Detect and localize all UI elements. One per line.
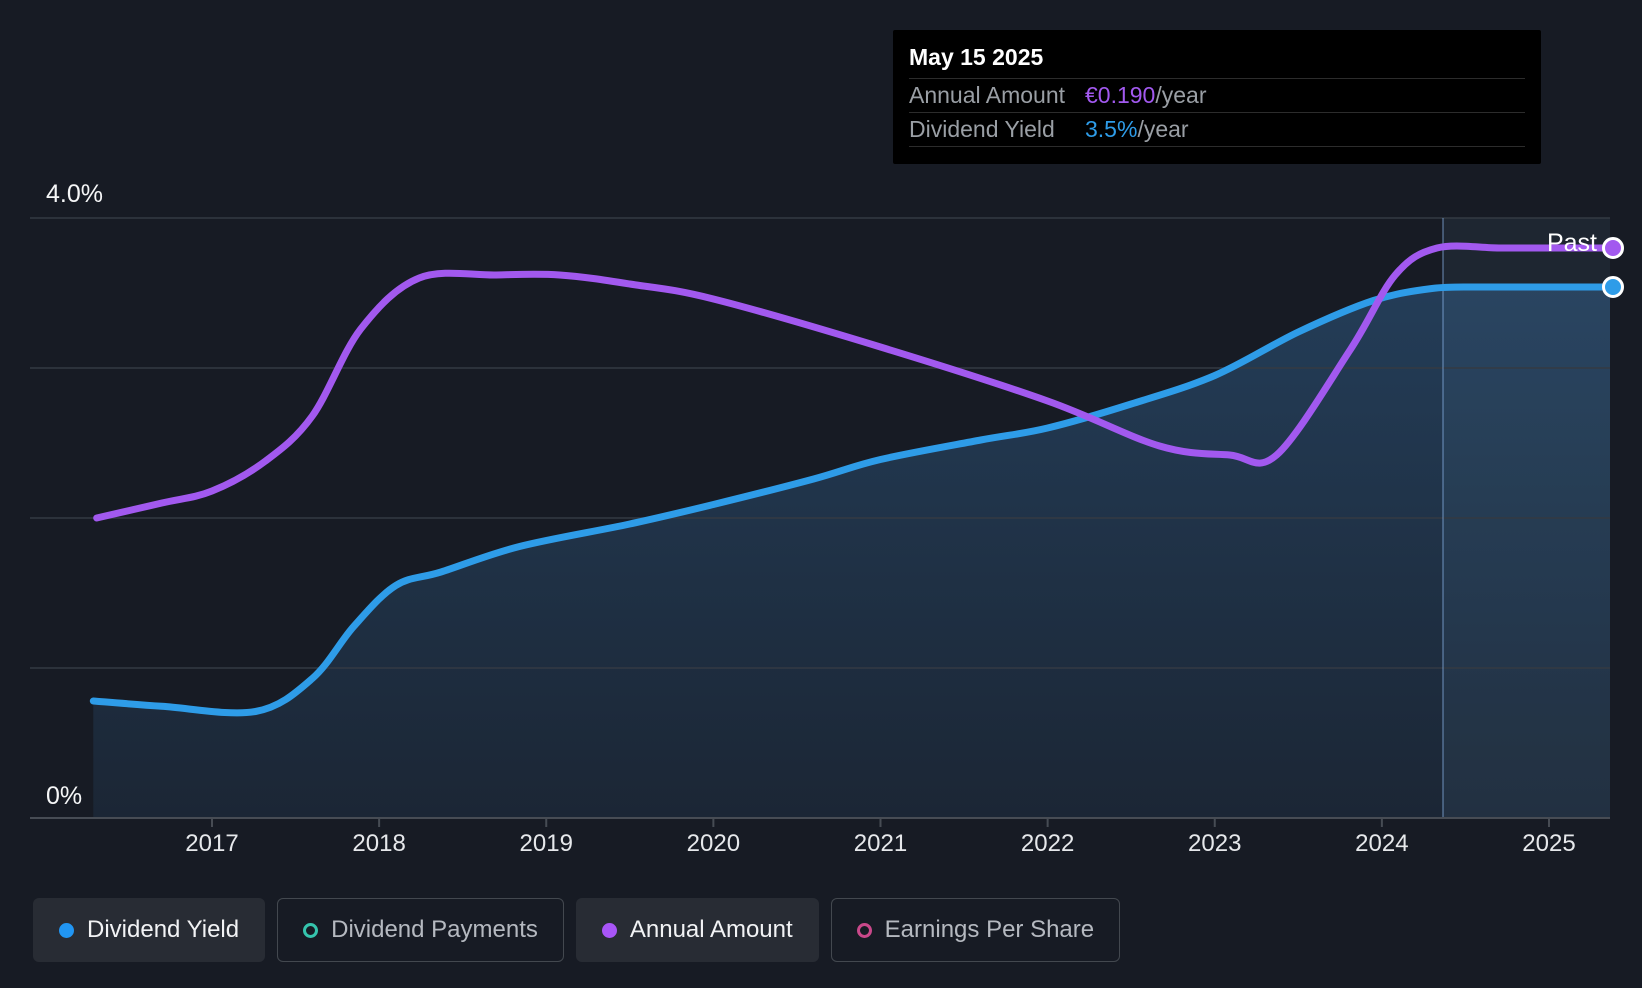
legend-dividend-yield-label: Dividend Yield xyxy=(87,916,240,943)
tooltip-row-label: Annual Amount xyxy=(909,82,1066,108)
legend-earnings-per-share-button[interactable]: Earnings Per Share xyxy=(830,898,1121,962)
x-axis: 2017 2018 2019 2020 2021 2022 2023 2024 2025 xyxy=(30,817,1610,857)
x-label-2024: 2024 xyxy=(1355,830,1408,857)
chart-tooltip: May 15 2025 Annual Amount €0.190/year Divi… xyxy=(893,30,1541,164)
tooltip-row-label: Dividend Yield xyxy=(909,116,1055,142)
gridlines xyxy=(30,217,1610,669)
legend-earnings-per-share-label: Earnings Per Share xyxy=(884,916,1095,943)
tooltip-row-value: 3.5% xyxy=(1085,116,1138,142)
annual-amount-dot-icon xyxy=(601,922,617,938)
x-label-2018: 2018 xyxy=(352,830,405,857)
tooltip-row-suffix: /year xyxy=(1155,82,1207,108)
dividend-yield-end-marker xyxy=(1602,276,1624,298)
annual-amount-line xyxy=(93,242,1614,522)
dividend-yield-area xyxy=(93,286,1610,818)
x-label-2022: 2022 xyxy=(1021,830,1074,857)
tooltip-rows: Annual Amount €0.190/year Dividend Yield 3.… xyxy=(909,78,1525,147)
legend-dividend-payments-button[interactable]: Dividend Payments xyxy=(277,898,564,962)
dividend-yield-dot-icon xyxy=(59,922,74,938)
y-axis-bottom-label: 0% xyxy=(46,782,82,810)
series-end-markers xyxy=(1602,237,1624,298)
x-label-2017: 2017 xyxy=(185,830,238,857)
tooltip-date: May 15 2025 xyxy=(909,44,1044,70)
legend-annual-amount-label: Annual Amount xyxy=(629,916,793,943)
annual-amount-end-marker xyxy=(1602,237,1624,259)
dividend-yield-fill xyxy=(93,286,1610,818)
legend-dividend-payments-label: Dividend Payments xyxy=(331,916,538,943)
legend-annual-amount-button[interactable]: Annual Amount xyxy=(575,898,819,962)
earnings-per-share-ring-icon xyxy=(856,922,872,938)
chart-legend: Dividend Yield Dividend Payments Annual Am… xyxy=(33,898,1121,962)
tooltip-row-value: €0.190 xyxy=(1085,82,1156,108)
tooltip-row-suffix: /year xyxy=(1137,116,1189,142)
x-label-2023: 2023 xyxy=(1188,830,1241,857)
legend-dividend-yield-button[interactable]: Dividend Yield xyxy=(33,898,266,962)
x-label-2021: 2021 xyxy=(854,830,907,857)
tooltip-row-annual-amount: Annual Amount €0.190/year xyxy=(909,78,1525,112)
past-label: Past xyxy=(1547,229,1597,257)
x-label-2019: 2019 xyxy=(520,830,573,857)
dividend-payments-ring-icon xyxy=(303,922,319,938)
tooltip-row-dividend-yield: Dividend Yield 3.5%/year xyxy=(909,112,1525,146)
x-label-2025: 2025 xyxy=(1522,830,1575,857)
y-axis-top-label: 4.0% xyxy=(46,180,103,208)
x-label-2020: 2020 xyxy=(687,830,740,857)
series-lines xyxy=(89,242,1614,717)
